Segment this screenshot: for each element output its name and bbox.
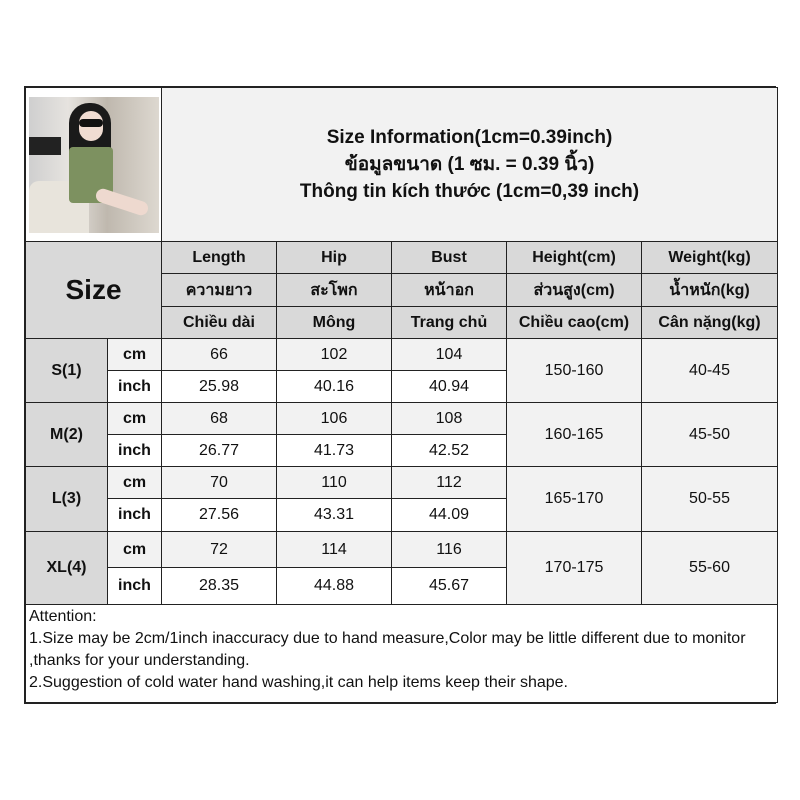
inch-value: 26.77 <box>161 434 277 467</box>
unit-cm: cm <box>107 466 162 499</box>
weight-range: 45-50 <box>640 402 779 467</box>
col-header-th: สะโพก <box>276 273 392 307</box>
height-range: 170-175 <box>506 531 642 605</box>
size-header: Size <box>25 241 162 339</box>
inch-value: 44.88 <box>276 567 392 605</box>
size-row-inch: inch 25.98 40.16 40.94 <box>26 370 778 403</box>
height-range: 150-160 <box>506 338 642 403</box>
col-header-en: Hip <box>276 241 392 274</box>
size-row-cm: M(2) cm 68 106 108 160-165 45-50 <box>25 402 779 467</box>
col-header-th: ความยาว <box>161 273 277 307</box>
cm-value: 102 <box>276 338 392 371</box>
cm-value: 110 <box>276 466 392 499</box>
cm-value: 68 <box>161 402 277 435</box>
cm-value: 106 <box>276 402 392 435</box>
inch-value: 45.67 <box>391 567 507 605</box>
unit-inch: inch <box>107 434 162 467</box>
attention-line: 2.Suggestion of cold water hand washing,… <box>29 674 568 691</box>
inch-value: 41.73 <box>276 434 392 467</box>
cm-value: 114 <box>276 531 392 568</box>
col-header-vi: Trang chủ <box>391 306 507 339</box>
attention-line: 1.Size may be 2cm/1inch inaccuracy due t… <box>29 630 746 669</box>
height-range: 165-170 <box>506 466 642 532</box>
col-header-en: Length <box>161 241 277 274</box>
col-header-vi: Chiều cao(cm) <box>506 306 642 339</box>
col-header-th: หน้าอก <box>391 273 507 307</box>
col-header-vi: Cân nặng(kg) <box>640 306 779 339</box>
cm-value: 70 <box>161 466 277 499</box>
title-thai: ข้อมูลขนาด (1 ซม. = 0.39 นิ้ว) <box>344 154 595 175</box>
unit-cm: cm <box>107 338 162 371</box>
cm-value: 108 <box>391 402 507 435</box>
height-range: 160-165 <box>506 402 642 467</box>
col-header-vi: Chiều dài <box>161 306 277 339</box>
product-photo <box>28 96 159 233</box>
col-header-th: ส่วนสูง(cm) <box>506 273 642 307</box>
unit-cm: cm <box>107 402 162 435</box>
unit-inch: inch <box>107 370 162 403</box>
size-info-title: Size Information(1cm=0.39inch) ข้อมูลขนา… <box>160 87 779 242</box>
size-name: M(2) <box>25 402 108 467</box>
inch-value: 42.52 <box>391 434 507 467</box>
cm-value: 112 <box>391 466 507 499</box>
size-row-inch: inch 26.77 41.73 42.52 <box>26 434 778 467</box>
inch-value: 27.56 <box>161 498 277 532</box>
title-english: Size Information(1cm=0.39inch) <box>326 127 613 148</box>
col-header-en: Weight(kg) <box>640 241 779 274</box>
size-row-inch: inch 27.56 43.31 44.09 <box>26 498 778 532</box>
size-row-cm: S(1) cm 66 102 104 150-160 40-45 <box>25 338 779 403</box>
inch-value: 40.94 <box>391 370 507 403</box>
weight-range: 40-45 <box>640 338 779 403</box>
size-chart: Size Information(1cm=0.39inch) ข้อมูลขนา… <box>24 86 779 704</box>
attention-heading: Attention: <box>29 608 97 625</box>
cm-value: 104 <box>391 338 507 371</box>
size-row-cm: XL(4) cm 72 114 116 170-175 55-60 <box>25 531 779 605</box>
col-header-th: น้ำหนัก(kg) <box>640 273 779 307</box>
title-vietnamese: Thông tin kích thước (1cm=0,39 inch) <box>299 181 640 202</box>
cm-value: 116 <box>391 531 507 568</box>
unit-cm: cm <box>107 531 162 568</box>
size-name: S(1) <box>25 338 108 403</box>
inch-value: 43.31 <box>276 498 392 532</box>
col-header-en: Bust <box>391 241 507 274</box>
size-name: L(3) <box>25 466 108 532</box>
size-table: Size Information(1cm=0.39inch) ข้อมูลขนา… <box>24 87 779 703</box>
size-row-cm: L(3) cm 70 110 112 165-170 50-55 <box>25 466 779 532</box>
col-header-vi: Mông <box>276 306 392 339</box>
product-photo-cell <box>25 87 162 242</box>
unit-inch: inch <box>107 567 162 605</box>
size-name: XL(4) <box>25 531 108 605</box>
inch-value: 28.35 <box>161 567 277 605</box>
col-header-en: Height(cm) <box>506 241 642 274</box>
inch-value: 40.16 <box>276 370 392 403</box>
inch-value: 44.09 <box>391 498 507 532</box>
unit-inch: inch <box>107 498 162 532</box>
size-row-inch: inch 28.35 44.88 45.67 <box>26 567 778 605</box>
weight-range: 50-55 <box>640 466 779 532</box>
cm-value: 72 <box>161 531 277 568</box>
cm-value: 66 <box>161 338 277 371</box>
attention-notes: Attention: 1.Size may be 2cm/1inch inacc… <box>24 604 779 703</box>
weight-range: 55-60 <box>640 531 779 605</box>
inch-value: 25.98 <box>161 370 277 403</box>
